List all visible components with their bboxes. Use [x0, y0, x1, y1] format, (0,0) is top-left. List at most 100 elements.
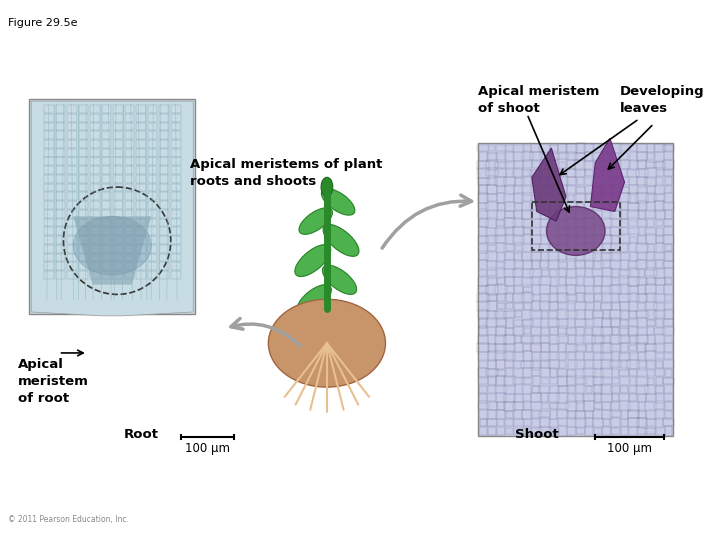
- Bar: [645, 343, 656, 352]
- Bar: [67, 192, 77, 200]
- Bar: [522, 268, 533, 278]
- Bar: [621, 369, 629, 376]
- Bar: [636, 251, 647, 261]
- FancyBboxPatch shape: [30, 99, 195, 314]
- Bar: [539, 253, 550, 260]
- Bar: [601, 261, 612, 268]
- Bar: [514, 261, 523, 268]
- Bar: [566, 343, 577, 352]
- Bar: [628, 219, 639, 227]
- Bar: [654, 152, 665, 160]
- Bar: [593, 343, 603, 352]
- Bar: [55, 131, 66, 139]
- Bar: [102, 123, 112, 130]
- Bar: [541, 210, 549, 219]
- Bar: [90, 236, 100, 244]
- Bar: [656, 170, 664, 176]
- Bar: [655, 244, 665, 252]
- Bar: [513, 143, 523, 153]
- Bar: [629, 243, 637, 253]
- Bar: [55, 262, 66, 270]
- Bar: [629, 428, 636, 434]
- Bar: [611, 386, 619, 393]
- Bar: [486, 152, 498, 161]
- Bar: [504, 177, 515, 186]
- Bar: [505, 260, 513, 269]
- Bar: [663, 377, 674, 385]
- Bar: [665, 294, 672, 301]
- Bar: [136, 105, 146, 113]
- Bar: [171, 271, 181, 279]
- Bar: [594, 210, 602, 219]
- Bar: [603, 377, 611, 384]
- Bar: [638, 303, 646, 309]
- Bar: [78, 184, 89, 192]
- Bar: [655, 260, 664, 269]
- Bar: [601, 235, 612, 244]
- Bar: [575, 344, 586, 352]
- Bar: [575, 403, 585, 409]
- Bar: [549, 318, 559, 327]
- Bar: [78, 114, 89, 122]
- Ellipse shape: [73, 217, 151, 275]
- Bar: [619, 353, 629, 359]
- Bar: [171, 105, 181, 113]
- Bar: [523, 294, 532, 301]
- Bar: [549, 427, 558, 435]
- Bar: [593, 319, 603, 326]
- Bar: [611, 235, 620, 244]
- Bar: [646, 295, 656, 301]
- Bar: [102, 158, 112, 165]
- Bar: [629, 326, 637, 336]
- Bar: [567, 410, 576, 419]
- Bar: [603, 286, 611, 293]
- Bar: [488, 270, 496, 276]
- Bar: [78, 227, 89, 235]
- Bar: [125, 227, 135, 235]
- Bar: [638, 185, 647, 194]
- Bar: [620, 319, 629, 327]
- Bar: [136, 114, 146, 122]
- Bar: [486, 377, 498, 385]
- Bar: [585, 243, 593, 253]
- Bar: [594, 145, 602, 152]
- Bar: [125, 140, 135, 148]
- Bar: [532, 227, 540, 235]
- Bar: [523, 427, 531, 435]
- Bar: [540, 327, 550, 335]
- Bar: [479, 361, 487, 368]
- Bar: [593, 428, 603, 435]
- Bar: [171, 245, 181, 253]
- Bar: [664, 220, 673, 226]
- Bar: [477, 269, 489, 277]
- Bar: [575, 294, 585, 302]
- Text: © 2011 Pearson Education, Inc.: © 2011 Pearson Education, Inc.: [8, 515, 129, 524]
- Bar: [125, 271, 135, 279]
- Bar: [148, 271, 158, 279]
- Bar: [44, 253, 54, 261]
- Bar: [557, 301, 568, 311]
- Bar: [577, 285, 584, 294]
- Bar: [663, 386, 674, 393]
- Bar: [148, 140, 158, 148]
- Bar: [595, 310, 601, 319]
- Bar: [585, 260, 593, 268]
- Bar: [136, 271, 146, 279]
- Bar: [602, 303, 611, 309]
- Bar: [523, 386, 531, 393]
- Bar: [530, 194, 541, 202]
- Bar: [487, 419, 497, 427]
- Bar: [575, 243, 585, 253]
- Bar: [102, 227, 112, 235]
- Bar: [654, 303, 665, 309]
- Bar: [601, 360, 612, 369]
- Bar: [514, 236, 523, 243]
- Bar: [55, 219, 66, 226]
- Bar: [479, 394, 487, 401]
- Bar: [498, 193, 504, 202]
- Bar: [638, 228, 646, 234]
- Bar: [557, 361, 568, 368]
- Bar: [601, 161, 612, 168]
- Bar: [522, 361, 532, 368]
- Bar: [611, 327, 621, 335]
